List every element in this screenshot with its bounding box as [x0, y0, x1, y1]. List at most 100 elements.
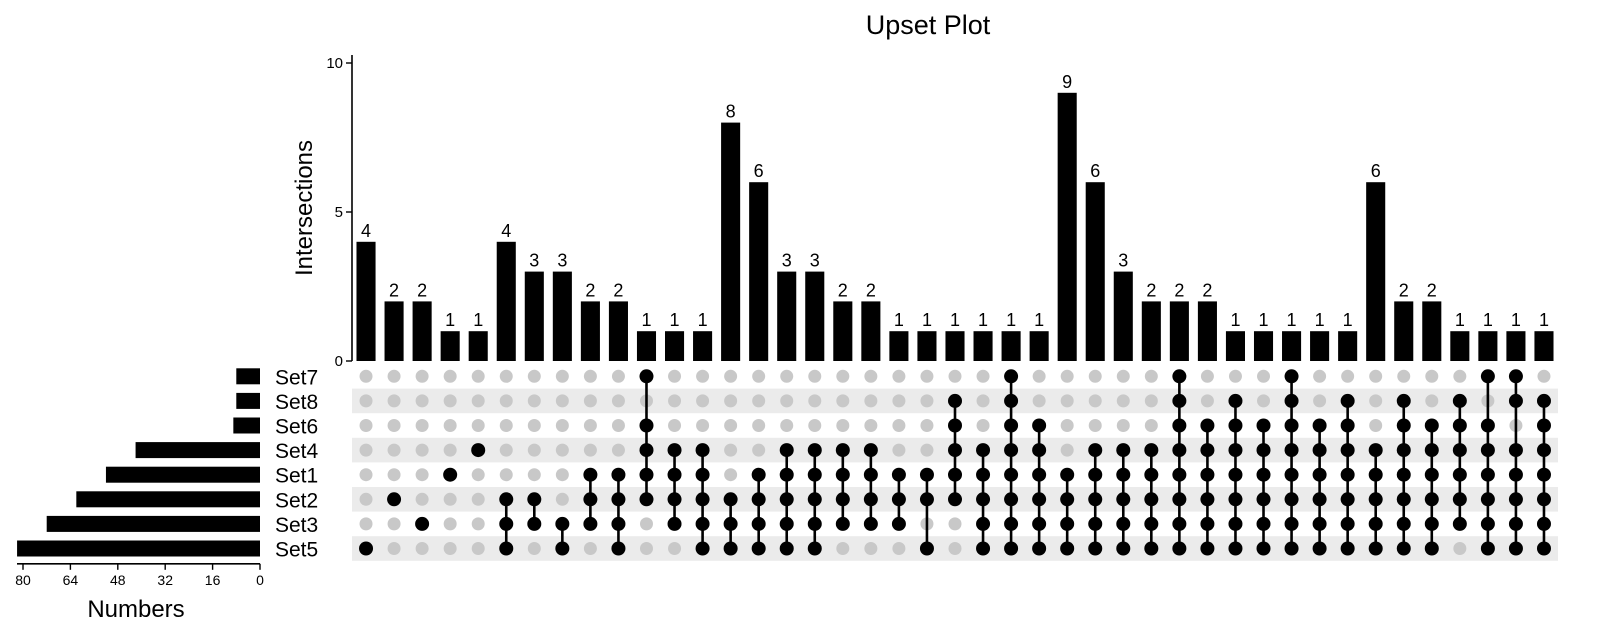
intersection-bar-label: 2	[417, 280, 427, 300]
intersections-y-tick-label: 5	[335, 204, 343, 221]
matrix-dot-active	[1172, 443, 1187, 458]
matrix-dot-active	[1536, 393, 1551, 408]
matrix-dot-inactive	[555, 492, 569, 506]
matrix-dot-active	[1396, 418, 1411, 433]
matrix-dot-inactive	[583, 394, 597, 408]
matrix-dot-active	[1228, 516, 1243, 531]
intersection-bar-label: 1	[1315, 310, 1325, 330]
intersection-bar-label: 2	[866, 280, 876, 300]
matrix-dot-inactive	[527, 369, 541, 383]
matrix-dot-active	[1424, 541, 1439, 556]
matrix-dot-inactive	[471, 468, 485, 482]
intersection-bar-label: 2	[613, 280, 623, 300]
intersection-bar-label: 2	[1427, 280, 1437, 300]
matrix-dot-active	[527, 516, 542, 531]
matrix-dot-active	[1396, 541, 1411, 556]
intersection-bar	[749, 182, 769, 361]
set-size-bar	[236, 392, 260, 409]
matrix-dot-inactive	[499, 419, 513, 432]
matrix-dot-inactive	[415, 419, 429, 432]
matrix-dot-active	[807, 492, 822, 507]
matrix-dot-inactive	[359, 468, 373, 482]
matrix-dot-active	[667, 516, 682, 531]
matrix-dot-inactive	[948, 517, 962, 531]
matrix-dot-active	[751, 492, 766, 507]
intersection-bar-label: 1	[1343, 310, 1353, 330]
intersection-bar-label: 1	[1006, 310, 1016, 330]
matrix-dot-inactive	[499, 369, 513, 383]
matrix-dot-inactive	[583, 419, 597, 432]
intersection-bar-label: 1	[1455, 310, 1465, 330]
intersections-y-tick-label: 0	[335, 353, 343, 370]
matrix-dot-active	[751, 516, 766, 531]
matrix-dot-active	[1060, 492, 1075, 507]
matrix-dot-active	[555, 541, 570, 556]
matrix-dot-inactive	[892, 394, 906, 408]
intersection-bar	[1141, 301, 1161, 361]
intersection-bar	[721, 122, 741, 361]
matrix-dot-active	[1172, 393, 1187, 408]
set-name-label: Set2	[275, 489, 318, 512]
matrix-dot-inactive	[752, 419, 766, 432]
matrix-dot-active	[891, 492, 906, 507]
matrix-dot-inactive	[471, 542, 485, 555]
matrix-dot-active	[835, 516, 850, 531]
matrix-dot-inactive	[948, 369, 962, 383]
matrix-dot-active	[1424, 467, 1439, 482]
matrix-dot-active	[1396, 516, 1411, 531]
intersection-bar-label: 1	[950, 310, 960, 330]
matrix-dot-active	[807, 516, 822, 531]
matrix-dot-inactive	[471, 394, 485, 408]
intersection-bar-label: 3	[529, 251, 539, 271]
matrix-dot-active	[555, 516, 570, 531]
matrix-dot-active	[948, 492, 962, 507]
matrix-dot-active	[976, 467, 991, 482]
matrix-dot-inactive	[920, 394, 934, 408]
matrix-dot-active	[1536, 541, 1551, 556]
set-name-label: Set3	[275, 514, 318, 537]
matrix-dot-active	[1284, 393, 1299, 408]
matrix-dot-active	[1144, 516, 1159, 531]
matrix-dot-active	[723, 541, 738, 556]
matrix-dot-inactive	[415, 394, 429, 408]
matrix-dot-active	[1088, 541, 1103, 556]
matrix-dot-active	[1004, 492, 1019, 507]
matrix-dot-active	[1004, 443, 1019, 458]
matrix-dot-active	[359, 541, 374, 556]
numbers-x-tick-label: 80	[15, 572, 31, 588]
intersection-bar-label: 4	[361, 221, 371, 241]
matrix-dot-active	[1228, 418, 1243, 433]
matrix-dot-active	[863, 492, 878, 507]
intersection-bar-label: 1	[1287, 310, 1297, 330]
intersection-bar	[1253, 331, 1274, 361]
matrix-dot-active	[1284, 541, 1299, 556]
matrix-dot-active	[891, 516, 906, 531]
intersection-bar-label: 1	[1483, 310, 1493, 330]
matrix-dot-inactive	[1453, 369, 1467, 383]
matrix-dot-active	[919, 541, 934, 556]
matrix-dot-active	[779, 467, 794, 482]
matrix-dot-active	[583, 516, 598, 531]
matrix-dot-active	[1144, 443, 1159, 458]
matrix-dot-active	[1368, 541, 1383, 556]
matrix-dot-active	[779, 492, 794, 507]
matrix-dot-active	[1508, 467, 1523, 482]
matrix-dot-active	[1424, 418, 1439, 433]
matrix-dot-inactive	[1144, 369, 1158, 383]
numbers-x-tick-label: 32	[157, 572, 173, 588]
matrix-dot-active	[1284, 443, 1299, 458]
matrix-dot-active	[1200, 516, 1215, 531]
intersection-bar-label: 4	[501, 221, 511, 241]
matrix-dot-inactive	[920, 443, 934, 457]
intersection-bar	[1282, 331, 1302, 361]
matrix-dot-inactive	[864, 542, 878, 555]
set-size-bar	[233, 417, 260, 434]
intersection-bar	[1113, 271, 1133, 361]
intersection-bar	[384, 301, 404, 361]
matrix-dot-active	[807, 467, 822, 482]
matrix-dot-active	[1256, 516, 1271, 531]
matrix-dot-active	[695, 443, 710, 458]
intersection-bar	[693, 331, 713, 361]
matrix-dot-inactive	[583, 369, 597, 383]
